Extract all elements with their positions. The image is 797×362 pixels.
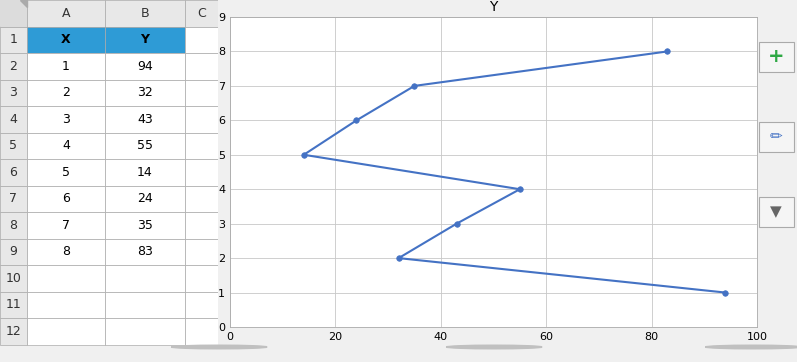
Bar <box>759 122 794 152</box>
Bar <box>105 106 185 132</box>
Bar <box>27 212 105 239</box>
Text: 7: 7 <box>62 219 70 232</box>
Bar <box>185 80 218 106</box>
Circle shape <box>446 345 542 349</box>
Text: 8: 8 <box>10 219 18 232</box>
Text: 6: 6 <box>10 166 18 179</box>
Bar <box>27 53 105 80</box>
Bar <box>27 106 105 132</box>
Text: 7: 7 <box>10 192 18 205</box>
Circle shape <box>171 345 267 349</box>
Bar <box>185 212 218 239</box>
Bar <box>105 291 185 318</box>
Text: 2: 2 <box>62 86 70 99</box>
Bar <box>27 318 105 345</box>
Text: Y: Y <box>140 33 150 46</box>
Text: ▼: ▼ <box>770 205 782 219</box>
Text: 9: 9 <box>10 245 18 258</box>
Bar <box>27 185 105 212</box>
Bar <box>185 159 218 185</box>
Bar <box>185 265 218 291</box>
Bar <box>0 132 27 159</box>
Text: A: A <box>61 7 70 20</box>
Bar <box>0 291 27 318</box>
Bar <box>105 318 185 345</box>
Bar <box>185 185 218 212</box>
Text: 5: 5 <box>10 139 18 152</box>
Bar <box>0 0 27 26</box>
Bar <box>105 159 185 185</box>
Text: +: + <box>768 47 784 67</box>
Bar <box>185 239 218 265</box>
Text: 94: 94 <box>137 60 153 73</box>
Text: 83: 83 <box>137 245 153 258</box>
Text: 2: 2 <box>10 60 18 73</box>
Text: 1: 1 <box>10 33 18 46</box>
Bar <box>0 26 27 53</box>
Bar <box>27 132 105 159</box>
Bar <box>105 26 185 53</box>
Text: C: C <box>197 7 206 20</box>
Bar <box>0 53 27 80</box>
Bar <box>0 318 27 345</box>
Bar <box>0 239 27 265</box>
Bar <box>27 0 105 26</box>
Text: 1: 1 <box>62 60 70 73</box>
Bar <box>185 106 218 132</box>
Bar <box>27 80 105 106</box>
Text: 43: 43 <box>137 113 153 126</box>
Title: Y: Y <box>489 0 497 14</box>
Text: 32: 32 <box>137 86 153 99</box>
Text: 3: 3 <box>10 86 18 99</box>
Bar <box>0 80 27 106</box>
Bar <box>759 42 794 72</box>
Bar <box>27 265 105 291</box>
Bar <box>185 318 218 345</box>
Bar <box>105 132 185 159</box>
Text: 4: 4 <box>62 139 70 152</box>
Bar <box>105 185 185 212</box>
Bar <box>105 239 185 265</box>
Bar <box>105 0 185 26</box>
Text: 11: 11 <box>6 298 22 311</box>
Bar <box>185 53 218 80</box>
Bar <box>185 0 218 26</box>
Text: 55: 55 <box>137 139 153 152</box>
Bar <box>105 212 185 239</box>
Polygon shape <box>20 0 27 7</box>
Text: 14: 14 <box>137 166 153 179</box>
Text: 4: 4 <box>10 113 18 126</box>
Text: 35: 35 <box>137 219 153 232</box>
Bar <box>759 197 794 227</box>
Bar <box>0 159 27 185</box>
Bar <box>185 291 218 318</box>
Text: X: X <box>61 33 71 46</box>
Bar <box>27 239 105 265</box>
Bar <box>27 291 105 318</box>
Bar <box>0 106 27 132</box>
Bar <box>0 265 27 291</box>
Bar <box>105 53 185 80</box>
Text: 6: 6 <box>62 192 70 205</box>
Bar <box>105 265 185 291</box>
Text: 10: 10 <box>6 272 22 285</box>
Text: 12: 12 <box>6 325 22 338</box>
Bar <box>0 212 27 239</box>
Bar <box>185 26 218 53</box>
Bar <box>27 159 105 185</box>
Bar <box>185 132 218 159</box>
Text: 8: 8 <box>62 245 70 258</box>
Polygon shape <box>0 0 27 26</box>
Bar <box>27 26 105 53</box>
Text: 24: 24 <box>137 192 153 205</box>
Text: B: B <box>141 7 149 20</box>
Text: ✏: ✏ <box>770 130 783 144</box>
Text: 5: 5 <box>62 166 70 179</box>
Text: 3: 3 <box>62 113 70 126</box>
Circle shape <box>705 345 797 349</box>
Bar <box>105 80 185 106</box>
Bar <box>0 185 27 212</box>
